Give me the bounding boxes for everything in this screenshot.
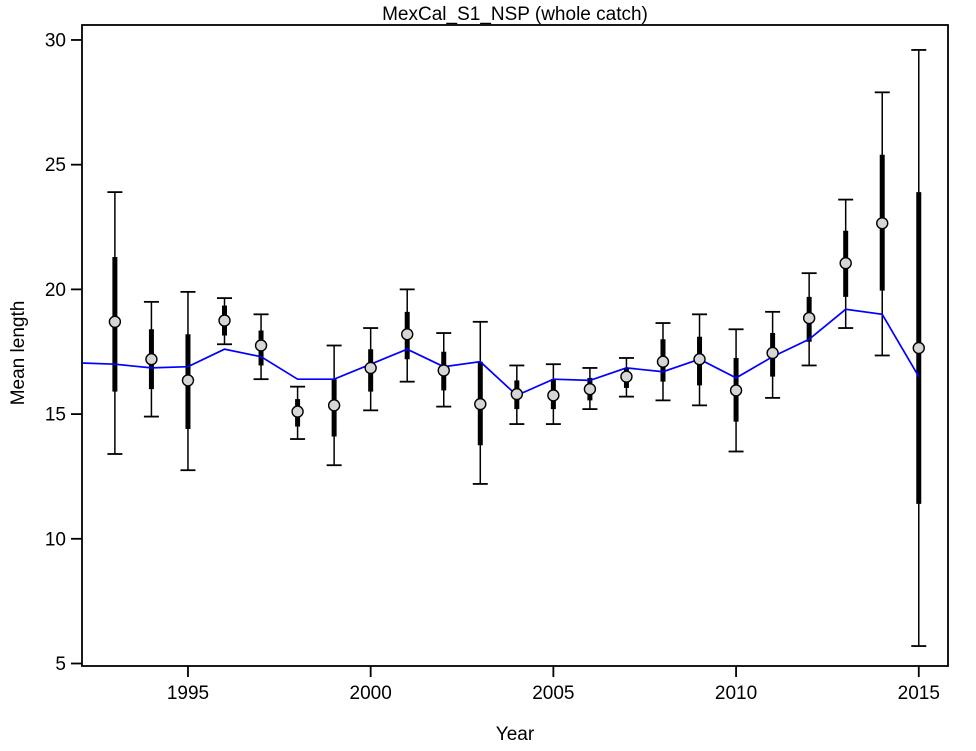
observed-point <box>912 341 925 355</box>
observed-point <box>510 387 524 401</box>
observed-point <box>181 374 195 387</box>
observed-point <box>474 397 487 411</box>
observed-point <box>656 355 670 368</box>
observed-point <box>108 315 122 329</box>
observed-point <box>364 361 377 375</box>
observed-point <box>729 384 743 397</box>
observed-point <box>291 405 304 418</box>
observed-point <box>839 256 852 270</box>
observed-point <box>876 217 889 230</box>
expected-line <box>81 308 920 397</box>
observed-point <box>802 311 816 325</box>
y-tick-label: 15 <box>45 405 66 426</box>
chart-title: MexCal_S1_NSP (whole catch) <box>382 4 648 25</box>
observed-point <box>218 314 231 327</box>
x-axis-ticks: 1995 2000 2005 2010 2015 <box>167 666 940 704</box>
outer-interval-whiskers <box>107 49 927 647</box>
y-tick-label: 25 <box>45 155 66 176</box>
observed-point <box>254 339 268 352</box>
x-tick-label: 2015 <box>898 683 940 704</box>
observed-point <box>145 353 158 366</box>
y-tick-label: 10 <box>45 529 66 550</box>
observed-point <box>401 328 414 341</box>
observed-point <box>327 399 341 412</box>
y-axis-label: Mean length <box>8 301 29 406</box>
observed-point <box>766 346 779 360</box>
x-tick-label: 2000 <box>350 683 392 704</box>
x-axis-label: Year <box>496 724 535 745</box>
observed-point <box>547 389 560 402</box>
y-tick-label: 20 <box>45 280 66 301</box>
x-tick-label: 2005 <box>532 683 574 704</box>
x-tick-label: 1995 <box>167 683 209 704</box>
inner-interval-bars <box>112 154 922 504</box>
chart-layer: 5 10 15 20 25 30 1995 2000 2005 2010 2015 <box>45 24 949 704</box>
plot-border <box>81 24 949 667</box>
observed-point <box>583 382 597 396</box>
observed-points <box>108 217 925 418</box>
y-tick-label: 5 <box>55 654 66 675</box>
observed-point <box>620 370 633 383</box>
x-tick-label: 2010 <box>715 683 757 704</box>
y-axis-ticks: 5 10 15 20 25 30 <box>45 30 82 675</box>
observed-point <box>693 353 706 366</box>
y-tick-label: 30 <box>45 30 66 51</box>
observed-point <box>437 364 450 377</box>
